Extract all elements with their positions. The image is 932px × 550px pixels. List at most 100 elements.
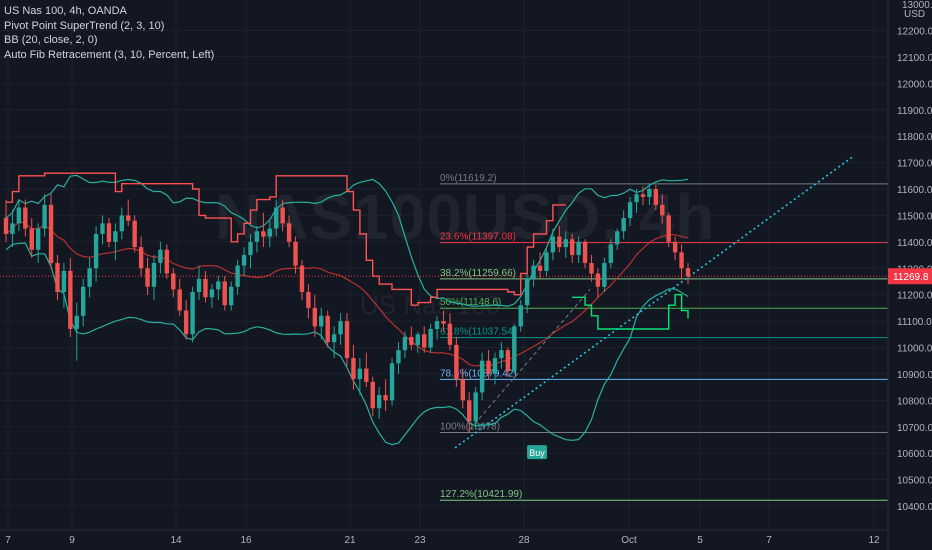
candle-body[interactable]: [666, 215, 671, 242]
candle-body[interactable]: [235, 265, 240, 287]
candle-body[interactable]: [23, 207, 28, 229]
candle-body[interactable]: [602, 262, 607, 287]
candle-body[interactable]: [563, 239, 568, 248]
candle-body[interactable]: [569, 239, 575, 256]
candle-body[interactable]: [653, 189, 659, 205]
candle-body[interactable]: [209, 289, 215, 298]
candle-body[interactable]: [409, 336, 414, 345]
candle-body[interactable]: [106, 223, 112, 242]
candle-body[interactable]: [518, 305, 523, 327]
candle-body[interactable]: [126, 215, 131, 221]
candle-body[interactable]: [621, 218, 626, 232]
candle-body[interactable]: [61, 270, 67, 293]
candle-body[interactable]: [190, 292, 195, 335]
candle-body[interactable]: [473, 392, 478, 422]
candle-body[interactable]: [119, 215, 125, 232]
candle-body[interactable]: [647, 189, 652, 197]
candle-body[interactable]: [544, 252, 549, 271]
trend-line[interactable]: [454, 156, 853, 449]
candle-body[interactable]: [428, 329, 433, 348]
candle-body[interactable]: [254, 231, 260, 242]
candle-body[interactable]: [615, 231, 620, 245]
candle-body[interactable]: [196, 278, 202, 293]
legend-symbol[interactable]: US Nas 100, 4h, OANDA: [4, 5, 127, 17]
candle-body[interactable]: [383, 395, 388, 401]
candle-body[interactable]: [267, 228, 272, 237]
candle-body[interactable]: [512, 326, 517, 372]
candle-body[interactable]: [351, 358, 356, 380]
candle-body[interactable]: [241, 255, 247, 266]
candle-body[interactable]: [679, 252, 684, 269]
candle-body[interactable]: [660, 204, 665, 216]
candle-body[interactable]: [248, 241, 253, 256]
candle-body[interactable]: [608, 244, 613, 263]
candle-body[interactable]: [100, 223, 105, 234]
candle-body[interactable]: [595, 273, 601, 287]
candle-body[interactable]: [286, 223, 292, 242]
candle-body[interactable]: [460, 379, 466, 401]
candle-body[interactable]: [55, 262, 60, 293]
candle-body[interactable]: [627, 202, 633, 219]
candle-body[interactable]: [357, 368, 363, 380]
candle-body[interactable]: [338, 321, 343, 335]
candle-body[interactable]: [331, 334, 337, 343]
candle-body[interactable]: [164, 249, 170, 274]
candle-body[interactable]: [16, 207, 22, 224]
candle-body[interactable]: [364, 368, 369, 382]
candle-body[interactable]: [216, 281, 221, 290]
candle-body[interactable]: [557, 236, 562, 248]
legend-indicator-bb[interactable]: BB (20, close, 2, 0): [4, 34, 98, 46]
legend-indicator-fib[interactable]: Auto Fib Retracement (3, 10, Percent, Le…: [4, 48, 215, 61]
candle-body[interactable]: [171, 273, 176, 290]
candle-body[interactable]: [524, 278, 530, 306]
candle-body[interactable]: [299, 265, 305, 293]
candle-body[interactable]: [537, 265, 543, 271]
candle-body[interactable]: [486, 360, 491, 374]
candle-body[interactable]: [576, 241, 581, 256]
candle-body[interactable]: [183, 310, 189, 335]
candle-body[interactable]: [87, 268, 92, 287]
candle-body[interactable]: [422, 334, 427, 348]
candle-body[interactable]: [93, 233, 99, 269]
candle-body[interactable]: [415, 334, 420, 345]
candle-body[interactable]: [582, 241, 588, 263]
candle-body[interactable]: [434, 321, 440, 330]
candle-body[interactable]: [550, 236, 556, 253]
candle-body[interactable]: [640, 194, 646, 197]
candle-body[interactable]: [138, 247, 144, 269]
candle-body[interactable]: [10, 223, 15, 234]
candle-body[interactable]: [589, 262, 594, 274]
candle-body[interactable]: [261, 231, 266, 237]
candle-body[interactable]: [151, 262, 157, 287]
candle-body[interactable]: [68, 270, 73, 330]
legend-indicator-supertrend[interactable]: Pivot Point SuperTrend (2, 3, 10): [4, 19, 165, 32]
candle-body[interactable]: [306, 292, 311, 308]
candle-body[interactable]: [293, 241, 298, 266]
candle-body[interactable]: [685, 268, 691, 277]
candle-body[interactable]: [132, 220, 137, 248]
candle-body[interactable]: [376, 395, 382, 409]
candle-body[interactable]: [274, 207, 279, 229]
candle-body[interactable]: [531, 265, 536, 279]
candle-body[interactable]: [203, 278, 208, 298]
candle-body[interactable]: [81, 286, 86, 316]
candle-body[interactable]: [280, 207, 285, 224]
candle-body[interactable]: [499, 350, 504, 359]
candle-body[interactable]: [370, 381, 375, 409]
candle-body[interactable]: [48, 204, 54, 263]
candle-body[interactable]: [222, 281, 227, 306]
candle-body[interactable]: [145, 268, 150, 287]
candle-body[interactable]: [389, 363, 395, 401]
candle-body[interactable]: [396, 350, 401, 364]
candle-body[interactable]: [319, 315, 324, 327]
candle-body[interactable]: [29, 228, 34, 250]
candle-body[interactable]: [177, 289, 182, 311]
candle-body[interactable]: [312, 307, 318, 327]
candle-body[interactable]: [402, 336, 408, 351]
candle-body[interactable]: [492, 358, 498, 374]
candle-body[interactable]: [672, 241, 678, 253]
candle-body[interactable]: [447, 323, 453, 345]
candle-body[interactable]: [228, 286, 234, 306]
